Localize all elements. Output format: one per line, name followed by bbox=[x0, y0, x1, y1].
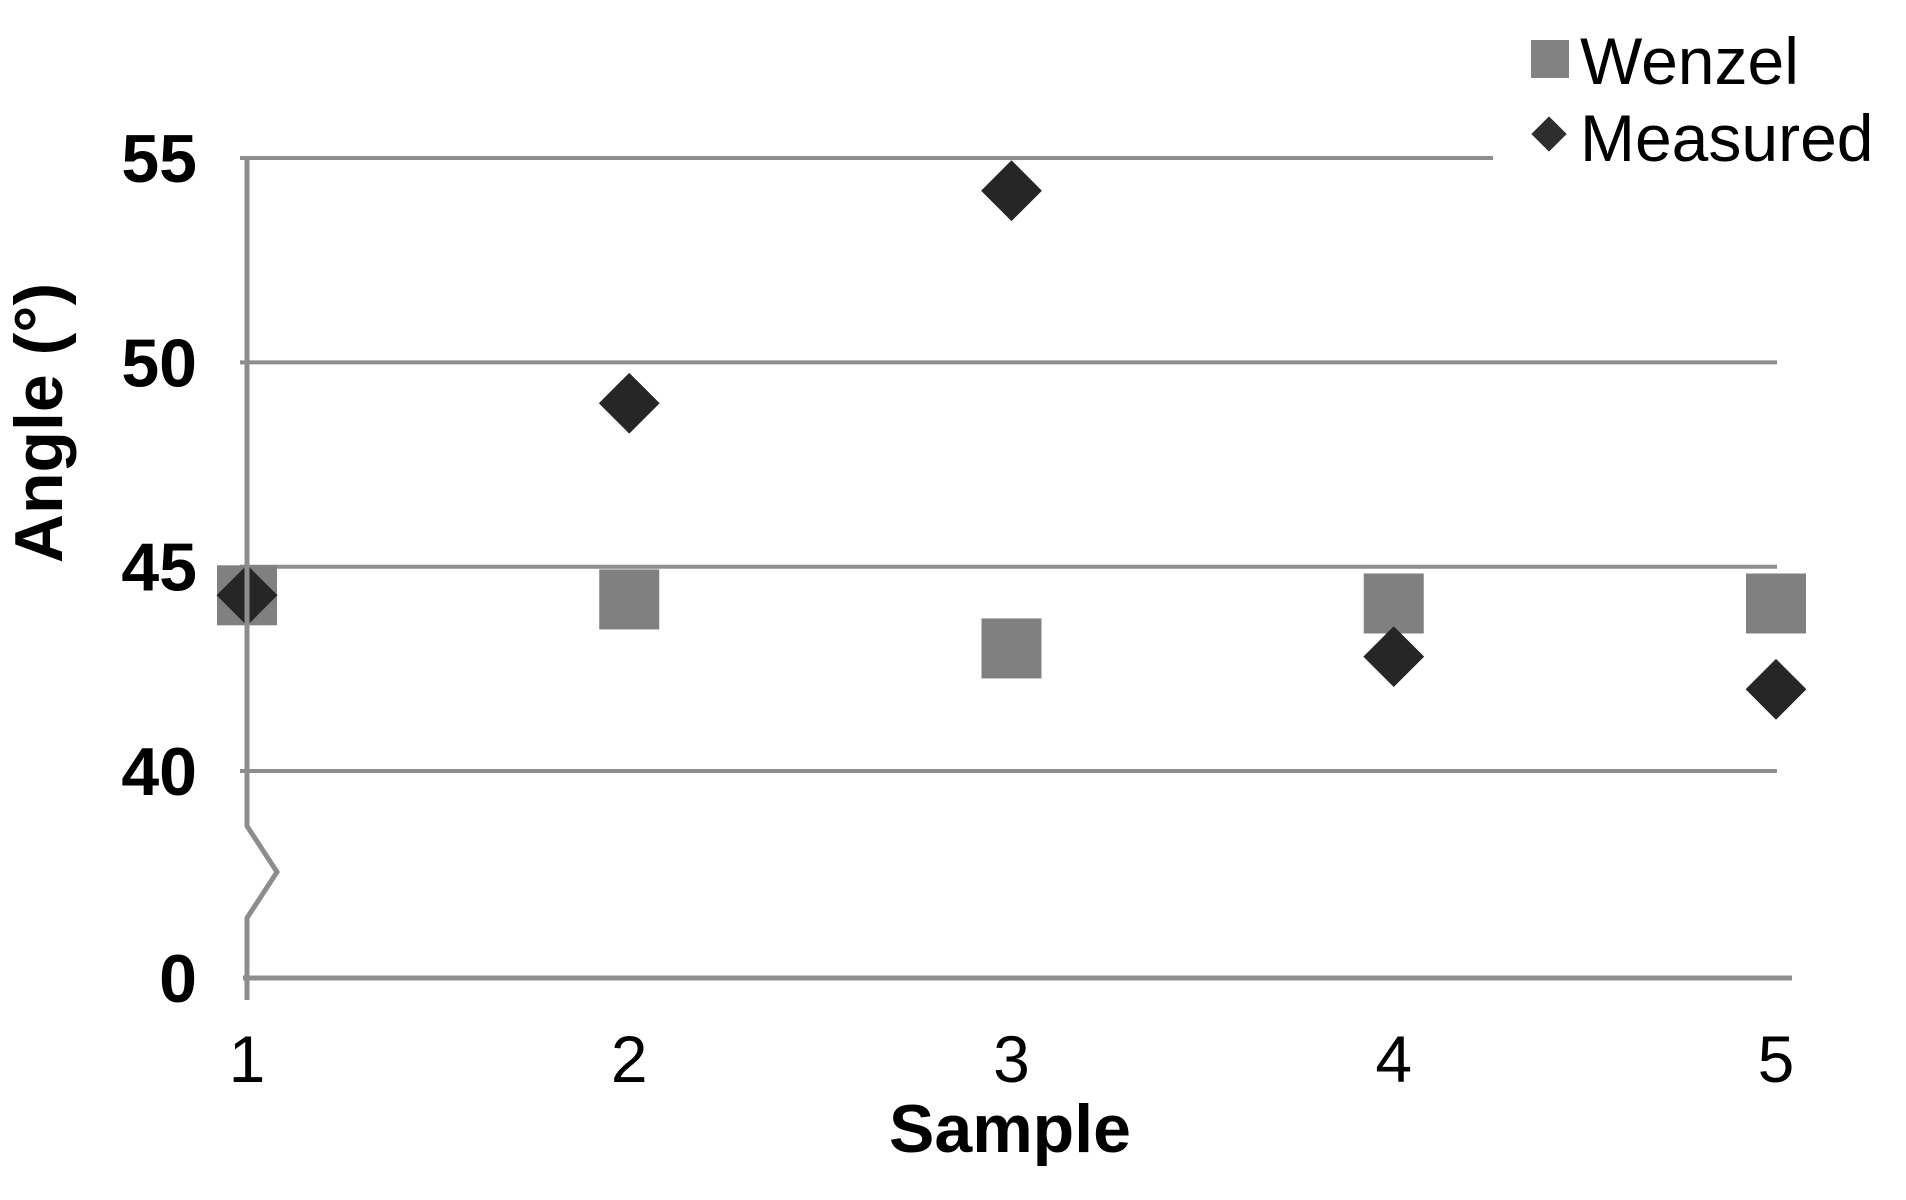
y-axis-tick-labels: 55 50 45 40 0 bbox=[121, 121, 197, 1017]
y-tick-label-40: 40 bbox=[121, 734, 197, 810]
x-axis-title: Sample bbox=[889, 1091, 1131, 1167]
legend-wenzel-label: Wenzel bbox=[1580, 24, 1799, 98]
gridlines bbox=[240, 156, 1777, 774]
x-tick-label-3: 3 bbox=[993, 1022, 1030, 1096]
legend: Wenzel Measured bbox=[1531, 24, 1874, 175]
measured-marker-sample-2 bbox=[598, 372, 660, 434]
x-tick-label-1: 1 bbox=[229, 1022, 266, 1096]
legend-wenzel-square-icon bbox=[1531, 40, 1569, 78]
x-tick-label-4: 4 bbox=[1375, 1022, 1412, 1096]
y-tick-label-45: 45 bbox=[121, 530, 197, 606]
y-tick-label-0: 0 bbox=[159, 941, 197, 1017]
x-axis-tick-labels: 1 2 3 4 5 bbox=[229, 1022, 1795, 1096]
measured-marker-sample-5 bbox=[1745, 658, 1807, 720]
wenzel-marker-sample-2 bbox=[599, 569, 660, 630]
y-axis-line-with-break bbox=[244, 158, 280, 1000]
y-axis-title: Angle (°) bbox=[1, 283, 77, 563]
wenzel-marker-sample-5 bbox=[1746, 573, 1806, 634]
wenzel-marker-sample-3 bbox=[981, 618, 1042, 679]
legend-measured-diamond-icon bbox=[1531, 116, 1567, 152]
y-tick-label-55: 55 bbox=[121, 121, 197, 197]
measured-marker-sample-4 bbox=[1363, 626, 1425, 688]
measured-marker-sample-3 bbox=[981, 160, 1042, 222]
y-tick-label-50: 50 bbox=[121, 325, 197, 401]
wenzel-marker-sample-4 bbox=[1363, 573, 1424, 634]
legend-measured-label: Measured bbox=[1580, 101, 1874, 175]
x-tick-label-2: 2 bbox=[611, 1022, 648, 1096]
data-markers bbox=[216, 160, 1807, 720]
x-tick-label-5: 5 bbox=[1758, 1022, 1795, 1096]
